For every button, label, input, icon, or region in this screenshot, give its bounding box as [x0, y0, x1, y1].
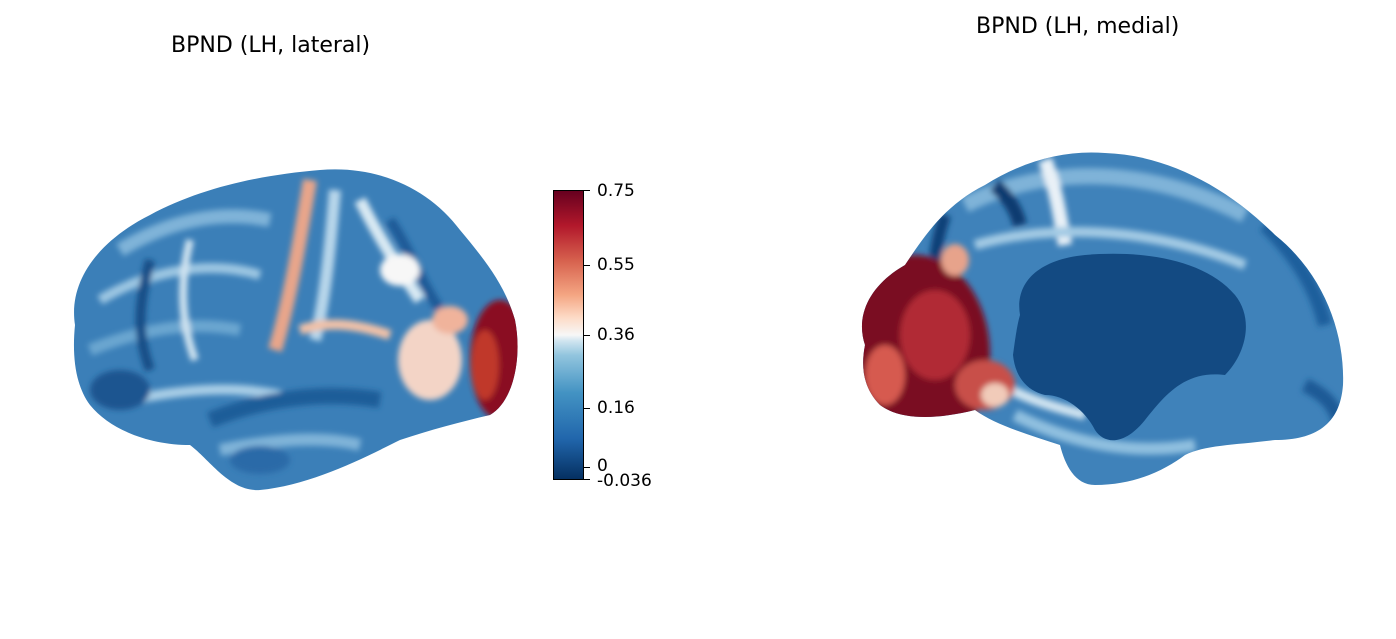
- colorbar-label-0: 0: [597, 456, 608, 476]
- brain-surface-medial-view: [861, 152, 1344, 486]
- colorbar: [553, 190, 584, 480]
- lateral-view-title: BPND (LH, lateral): [171, 33, 371, 58]
- colorbar-tick-0.36: [584, 335, 590, 336]
- colorbar-tick-min: [584, 479, 590, 480]
- medial-view-title: BPND (LH, medial): [976, 14, 1180, 39]
- colorbar-label-0.16: 0.16: [597, 398, 635, 418]
- colorbar-tick-0.16: [584, 408, 590, 409]
- colorbar-label-min: -0.036: [597, 471, 652, 491]
- colorbar-label-0.36: 0.36: [597, 325, 635, 345]
- colorbar-tick-0.55: [584, 265, 590, 266]
- colorbar-tick-0.75: [584, 190, 590, 191]
- colorbar-label-0.55: 0.55: [597, 255, 635, 275]
- colorbar-tick-0: [584, 467, 590, 468]
- colorbar-label-0.75: 0.75: [597, 181, 635, 201]
- brain-surface-lateral-view: [73, 169, 518, 491]
